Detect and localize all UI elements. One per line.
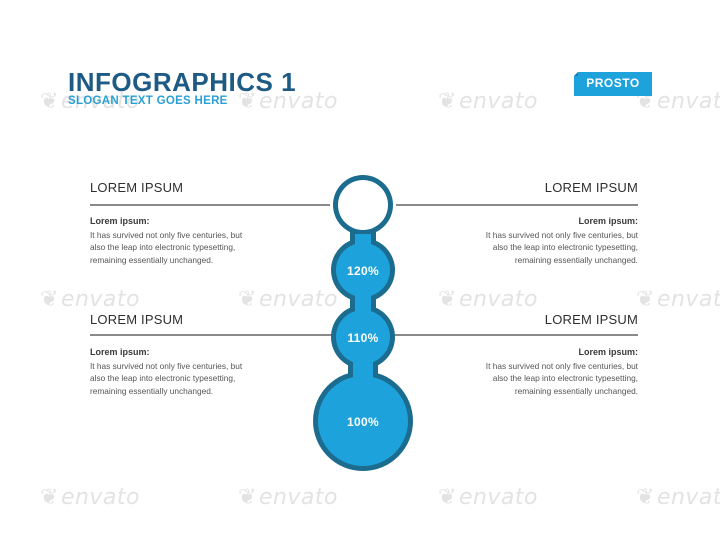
envato-leaf-icon: ❦ xyxy=(40,485,59,510)
page-title: INFOGRAPHICS 1 xyxy=(68,67,297,97)
section-label: Lorem ipsum: xyxy=(90,347,150,357)
envato-leaf-icon: ❦ xyxy=(238,287,257,312)
envato-leaf-icon: ❦ xyxy=(238,89,257,114)
envato-leaf-icon: ❦ xyxy=(636,485,655,510)
divider-line xyxy=(90,204,330,206)
section-label: Lorem ipsum: xyxy=(90,216,150,226)
section-line: It has survived not only five centuries,… xyxy=(485,360,638,371)
watermark: ❦envato xyxy=(636,287,720,312)
watermark: ❦envato xyxy=(40,89,141,114)
section-line: also the leap into electronic typesettin… xyxy=(90,242,236,252)
section-line: remaining essentially unchanged. xyxy=(514,254,638,265)
watermark: ❦envato xyxy=(438,485,539,510)
slogan-text: SLOGAN TEXT GOES HERE xyxy=(68,95,228,107)
brand-ribbon-icon xyxy=(574,72,652,96)
level-label-120: 120% xyxy=(347,264,379,278)
section-line: It has survived not only five centuries,… xyxy=(485,229,638,240)
section-label: Lorem ipsum: xyxy=(578,347,638,357)
watermark: ❦envato xyxy=(438,89,539,114)
envato-leaf-icon: ❦ xyxy=(438,89,457,114)
section-heading: LOREM IPSUM xyxy=(544,312,638,327)
section-line: remaining essentially unchanged. xyxy=(90,254,214,265)
envato-leaf-icon: ❦ xyxy=(636,287,655,312)
divider-line xyxy=(396,204,638,206)
watermark: ❦envato xyxy=(438,287,539,312)
brand-label: PROSTO xyxy=(586,76,640,90)
envato-leaf-icon: ❦ xyxy=(238,485,257,510)
section-line: remaining essentially unchanged. xyxy=(514,385,638,396)
thermometer-fill xyxy=(318,234,408,466)
brand-badge: PROSTO xyxy=(574,72,652,96)
envato-leaf-icon: ❦ xyxy=(40,287,59,312)
watermark: ❦envato xyxy=(238,89,339,114)
section-label: Lorem ipsum: xyxy=(578,216,638,226)
thermometer-empty-bulb xyxy=(338,180,388,230)
section-text-block: Lorem ipsum: It has survived not only fi… xyxy=(438,215,638,266)
section-line: also the leap into electronic typesettin… xyxy=(492,373,638,383)
section-heading: LOREM IPSUM xyxy=(544,180,638,195)
section-text-block: Lorem ipsum: It has survived not only fi… xyxy=(90,215,290,266)
envato-leaf-icon: ❦ xyxy=(40,89,59,114)
section-line: also the leap into electronic typesettin… xyxy=(90,373,236,383)
section-text-block: Lorem ipsum: It has survived not only fi… xyxy=(90,346,290,397)
section-line: It has survived not only five centuries,… xyxy=(90,360,243,371)
section-line: remaining essentially unchanged. xyxy=(90,385,214,396)
watermark: ❦envato xyxy=(40,485,141,510)
section-heading: LOREM IPSUM xyxy=(90,180,184,195)
envato-leaf-icon: ❦ xyxy=(438,287,457,312)
watermark: ❦envato xyxy=(40,287,141,312)
section-text-block: Lorem ipsum: It has survived not only fi… xyxy=(438,346,638,397)
level-label-110: 110% xyxy=(347,331,379,345)
envato-leaf-icon: ❦ xyxy=(438,485,457,510)
watermark: ❦envato xyxy=(636,485,720,510)
section-line: also the leap into electronic typesettin… xyxy=(492,242,638,252)
watermark: ❦envato xyxy=(238,287,339,312)
watermark: ❦envato xyxy=(238,485,339,510)
section-heading: LOREM IPSUM xyxy=(90,312,184,327)
section-line: It has survived not only five centuries,… xyxy=(90,229,243,240)
level-label-100: 100% xyxy=(347,415,379,429)
